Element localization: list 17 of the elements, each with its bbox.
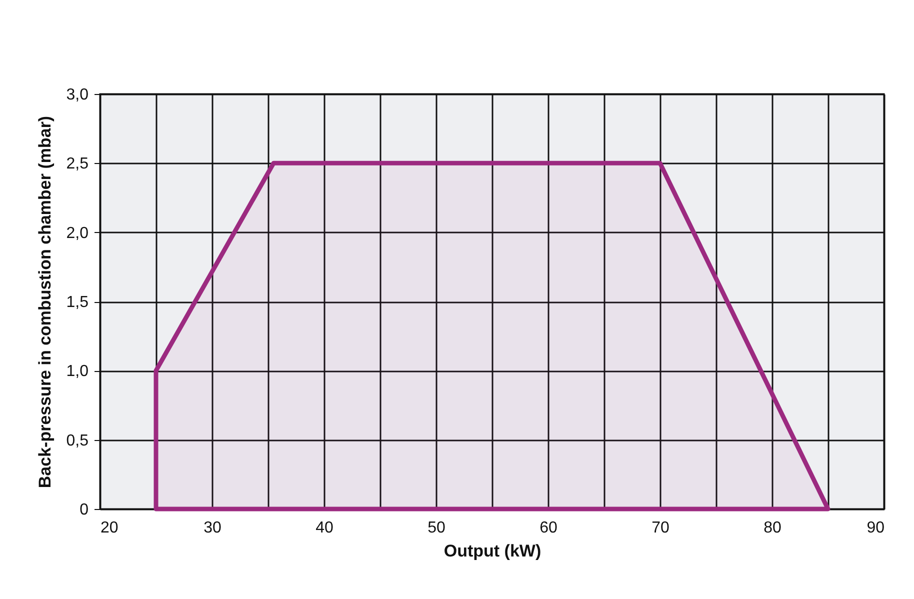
x-tick-label: 60 (540, 520, 558, 536)
x-tick-label: 50 (428, 520, 446, 536)
y-tick-label: 3,0 (66, 86, 89, 104)
y-axis-title: Back-pressure in combustion chamber (mbar) (35, 116, 54, 488)
y-tick-label: 1,5 (66, 294, 89, 311)
y-tick-label: 0 (80, 502, 89, 518)
x-axis-title: Output (kW) (444, 542, 542, 560)
x-tick-label: 40 (316, 520, 334, 536)
y-tick-label: 1,0 (66, 363, 89, 380)
y-tick-label: 2,0 (66, 224, 89, 242)
x-tick-label: 70 (652, 520, 670, 536)
x-tick-label: 80 (764, 520, 782, 536)
x-tick-label: 90 (866, 520, 885, 536)
x-tick-label: 20 (100, 520, 118, 536)
y-tick-label: 2,5 (66, 156, 89, 173)
y-tick-label: 0,5 (66, 432, 89, 450)
x-tick-label: 30 (204, 520, 222, 536)
